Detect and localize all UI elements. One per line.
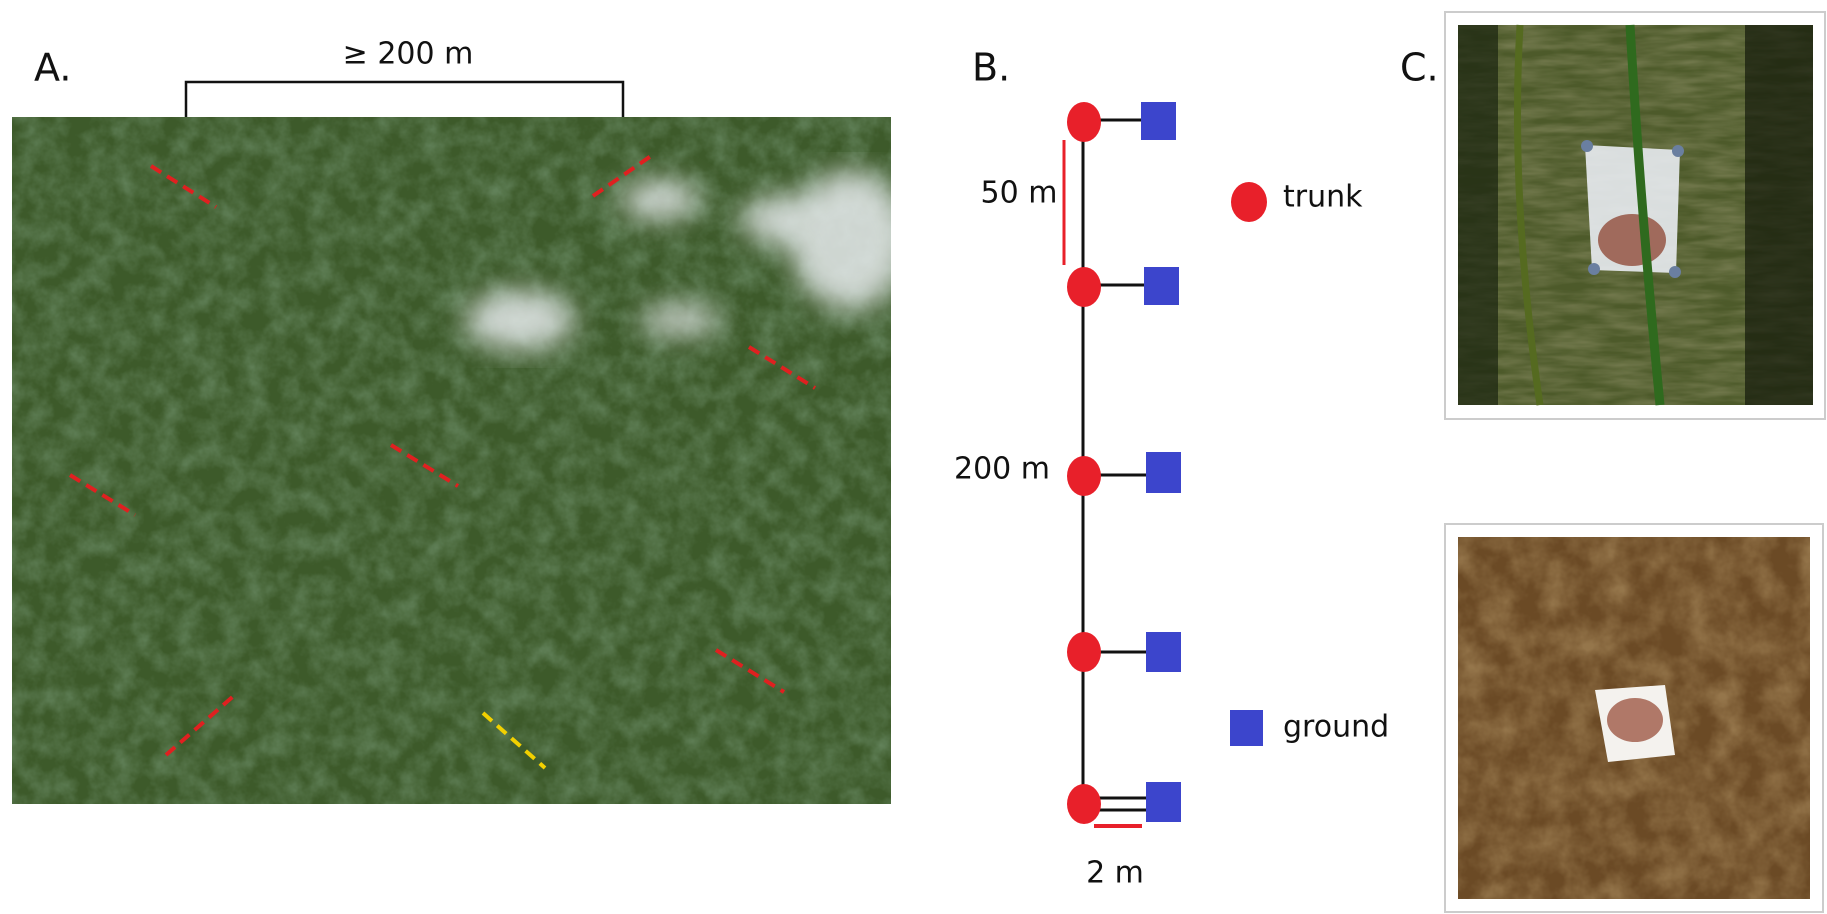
forest-photo bbox=[12, 117, 891, 804]
scale-bracket bbox=[184, 80, 625, 117]
legend-marker bbox=[1230, 710, 1263, 746]
spacing-label: 50 m bbox=[981, 176, 1058, 211]
offset-label: 2 m bbox=[1086, 856, 1144, 891]
transects bbox=[68, 154, 817, 770]
transect-diagram bbox=[1062, 102, 1181, 828]
ground-photo bbox=[1444, 523, 1824, 913]
legend-label: ground bbox=[1283, 710, 1389, 745]
panel-label: A. bbox=[34, 46, 71, 90]
scale-label: ≥ 200 m bbox=[343, 37, 474, 72]
panel-label: B. bbox=[972, 46, 1010, 90]
legend-marker bbox=[1231, 182, 1267, 222]
legend-label: trunk bbox=[1283, 180, 1363, 215]
transect-label: 200 m bbox=[954, 452, 1050, 487]
trunk-photo bbox=[1444, 11, 1826, 420]
panel-label: C. bbox=[1400, 46, 1439, 90]
